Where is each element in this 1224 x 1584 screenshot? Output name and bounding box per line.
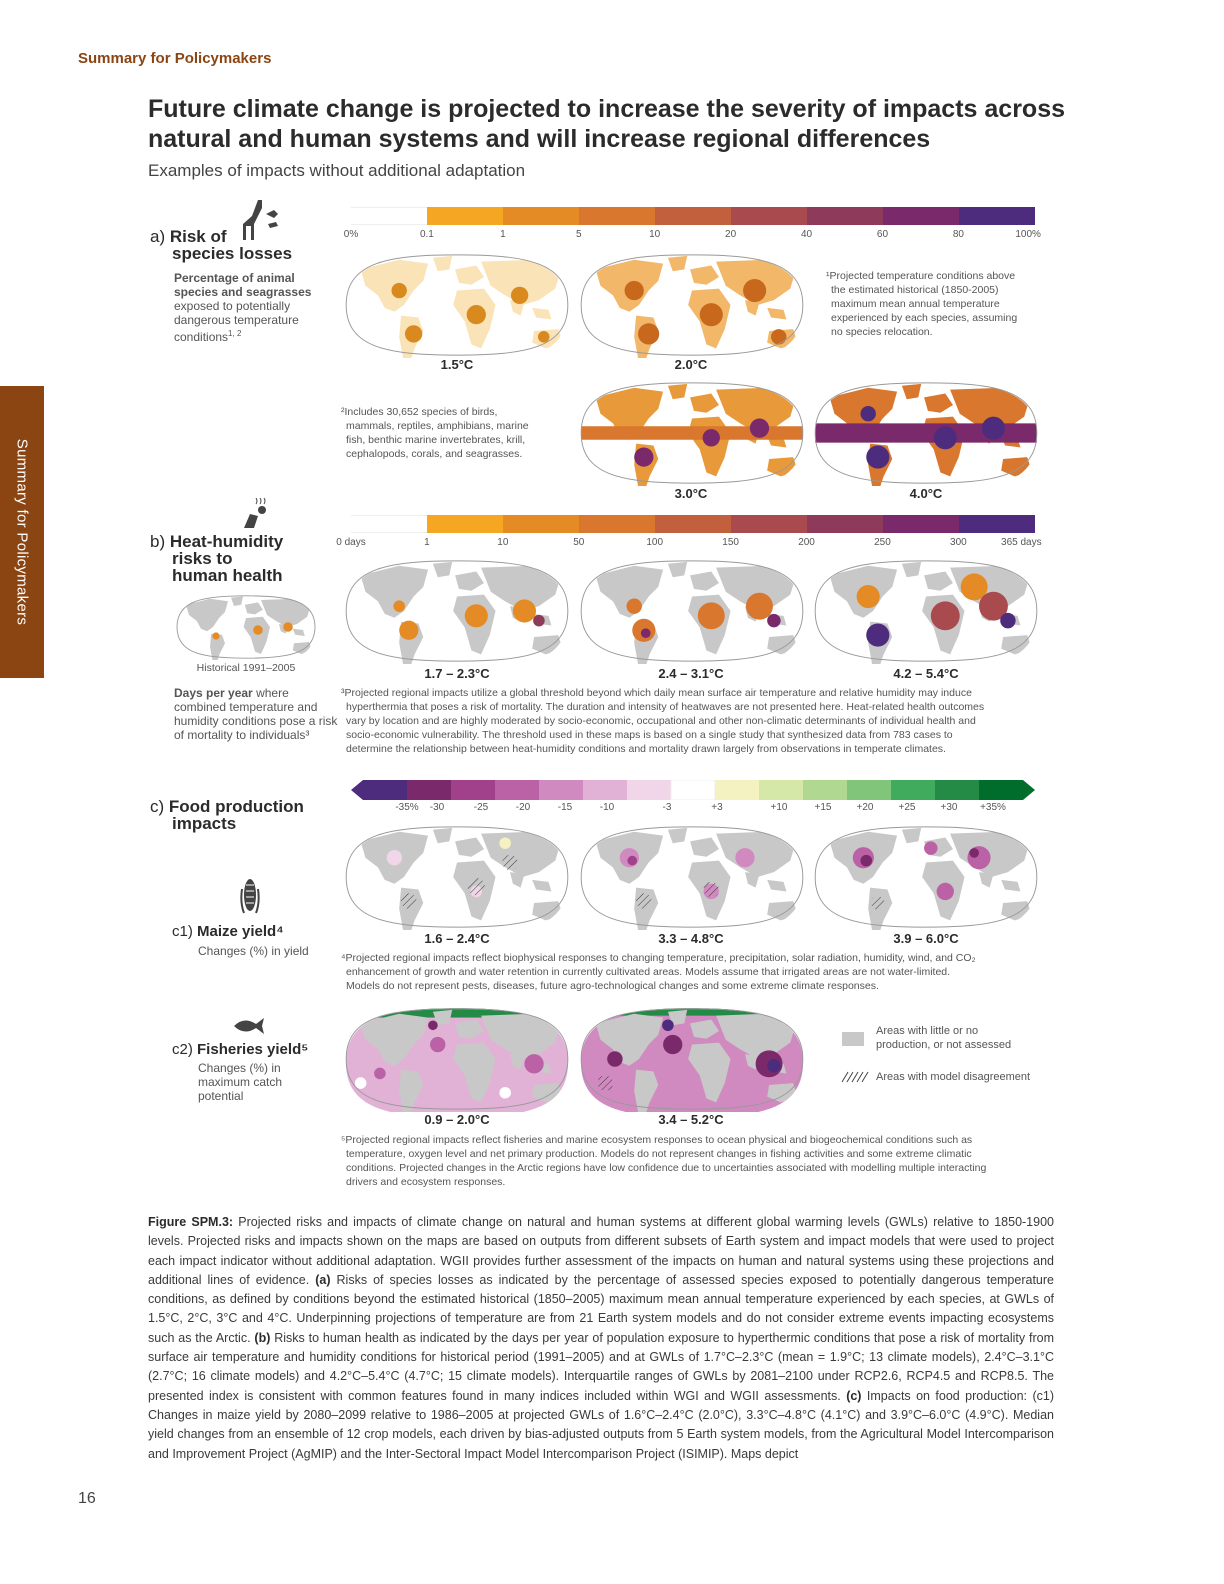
legend-hatch-label: Areas with model disagreement [876,1071,1031,1083]
tick: 200 [798,537,815,548]
maize-icon [240,879,260,914]
footnote-4: ⁴Projected regional impacts reflect biop… [341,952,976,992]
tick: +20 [856,802,874,813]
tick: 60 [876,229,889,240]
map-heat-3 [814,560,1038,664]
figure-title: Future climate change is projected to in… [148,95,1066,153]
gwl-label: 2.4 – 3.1°C [658,666,724,681]
footnote-3: ³Projected regional impacts utilize a gl… [341,687,985,755]
page-number: 16 [78,1490,96,1507]
map-maize-2 [580,826,804,930]
tick: -20 [515,802,531,813]
gwl-label: 4.2 – 5.4°C [893,666,959,681]
tick: -15 [557,802,573,813]
tick: 40 [800,229,813,240]
section-a-title: a) Risk of species losses [150,227,293,263]
food-colorbar [351,780,1035,800]
tick: +35% [980,802,1006,813]
historical-label: Historical 1991–2005 [196,662,296,674]
tick: 0.1 [419,229,434,240]
tick: +30 [940,802,958,813]
fish-icon [234,1018,264,1034]
tick: -35% [395,802,419,813]
tick: 150 [722,537,739,548]
map-maize-1 [345,826,569,930]
giraffe-fish-icon [243,200,278,240]
tick: 365 days [1001,537,1042,548]
figure-subtitle: Examples of impacts without additional a… [148,161,526,180]
tick: 10 [497,537,509,548]
tick: 10 [649,229,661,240]
figure-caption: Figure SPM.3: Projected risks and impact… [148,1215,1054,1461]
gwl-label: 3.9 – 6.0°C [893,931,959,946]
tick: 5 [575,229,582,240]
side-tab: Summary for Policymakers [0,386,44,678]
footnote-2: ²Includes 30,652 species of birds, mammal… [341,406,529,460]
section-b-title: b) Heat-humidity risks to human health [150,532,284,585]
footnote-5: ⁵Projected regional impacts reflect fish… [341,1134,987,1188]
tick: 20 [725,229,737,240]
gwl-label: 1.7 – 2.3°C [424,666,490,681]
fisheries-description: Changes (%) in maximum catch potential [198,1061,283,1103]
gwl-label: 3.3 – 4.8°C [658,931,724,946]
tick: -10 [599,802,615,813]
tick: 100 [646,537,664,548]
side-tab-label: Summary for Policymakers [13,438,31,626]
gwl-label: 1.6 – 2.4°C [424,931,490,946]
maize-description: Changes (%) in yield [198,944,309,958]
tick: 0% [343,229,359,240]
gwl-label: 2.0°C [674,357,708,372]
gwl-label: 3.0°C [674,486,708,501]
risk-colorbar-a [351,207,1035,225]
tick: -3 [662,802,672,813]
gwl-label: 3.4 – 5.2°C [658,1112,724,1127]
map-species-1-5 [345,254,569,358]
gwl-label: 4.0°C [909,486,943,501]
tick: 1 [424,537,430,548]
tick: +10 [770,802,788,813]
tick: 50 [573,537,585,548]
section-a-description: Percentage of animal species and seagras… [174,271,312,344]
tick: 1 [500,229,506,240]
risk-ticks-a: 0% 0.1 1 5 10 20 40 60 80 100% [344,229,1041,243]
tick: 0 days [336,537,366,548]
map-heat-historical [176,595,316,660]
risk-ticks-b: 0 days 1 10 50 100 150 200 250 300 365 d… [336,537,1041,551]
tick: +3 [711,802,723,813]
section-c-title: c) Food production impacts [150,797,304,833]
heat-person-icon [244,497,266,528]
tick: -30 [429,802,445,813]
gwl-label: 0.9 – 2.0°C [424,1112,490,1127]
tick: 300 [950,537,967,548]
legend-hatch-swatch [841,1071,869,1083]
map-maize-3 [814,826,1038,930]
risk-colorbar-b [351,515,1035,533]
tick: +25 [898,802,916,813]
map-fisheries-1 [345,1008,569,1112]
map-species-3-0 [580,382,804,486]
map-heat-2 [580,560,804,664]
map-species-2-0 [580,254,804,358]
tick: +15 [814,802,832,813]
running-header: Summary for Policymakers [78,50,272,67]
fisheries-title: c2) Fisheries yield⁵ [172,1041,309,1058]
food-ticks: -35% -30 -25 -20 -15 -10 -3 +3 +10 +15 +… [351,802,1035,816]
tick: 80 [952,229,964,240]
maize-title: c1) Maize yield⁴ [172,923,284,940]
section-b-description: Days per year where combined temperature… [174,686,338,742]
map-species-4-0 [814,382,1038,486]
tick: 250 [874,537,891,548]
legend-gray-swatch [842,1032,864,1046]
tick: -25 [473,802,489,813]
map-fisheries-2 [580,1008,804,1112]
gwl-label: 1.5°C [440,357,474,372]
legend-gray-label: Areas with little or no production, or no… [876,1025,1012,1051]
footnote-1: ¹Projected temperature conditions above t… [826,270,1018,338]
map-heat-1 [345,560,569,664]
tick: 100% [1015,229,1041,240]
